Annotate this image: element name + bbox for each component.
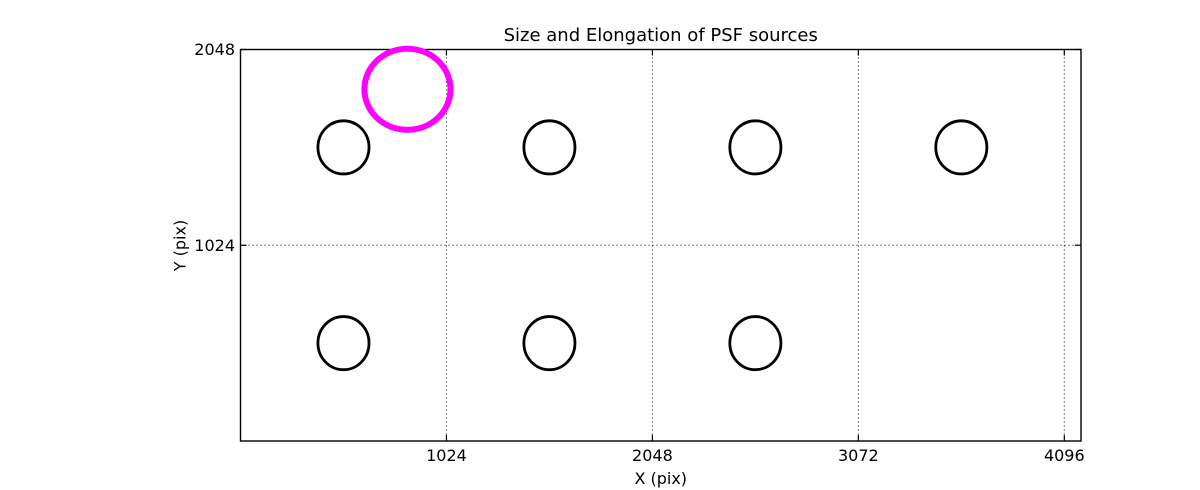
psf-source-ellipse	[522, 315, 577, 372]
x-tick-label-2048: 2048	[632, 446, 673, 465]
x-tick-label-4096: 4096	[1044, 446, 1085, 465]
psf-source-ellipse	[522, 119, 577, 176]
x-tick-label-1024: 1024	[426, 446, 467, 465]
psf-source-ellipse	[316, 315, 371, 372]
x-axis-label: X (pix)	[634, 469, 687, 488]
highlighted-psf-source-ellipse	[361, 45, 454, 133]
chart-title: Size and Elongation of PSF sources	[504, 25, 818, 46]
y-tick-label-1024: 1024	[194, 236, 235, 255]
x-tick-label-3072: 3072	[838, 446, 879, 465]
psf-source-ellipse	[728, 315, 783, 372]
psf-source-ellipse	[316, 119, 371, 176]
y-tick-label-2048: 2048	[194, 40, 235, 59]
y-axis-label: Y (pix)	[171, 220, 190, 272]
psf-source-ellipse	[934, 119, 989, 176]
psf-source-ellipse	[728, 119, 783, 176]
